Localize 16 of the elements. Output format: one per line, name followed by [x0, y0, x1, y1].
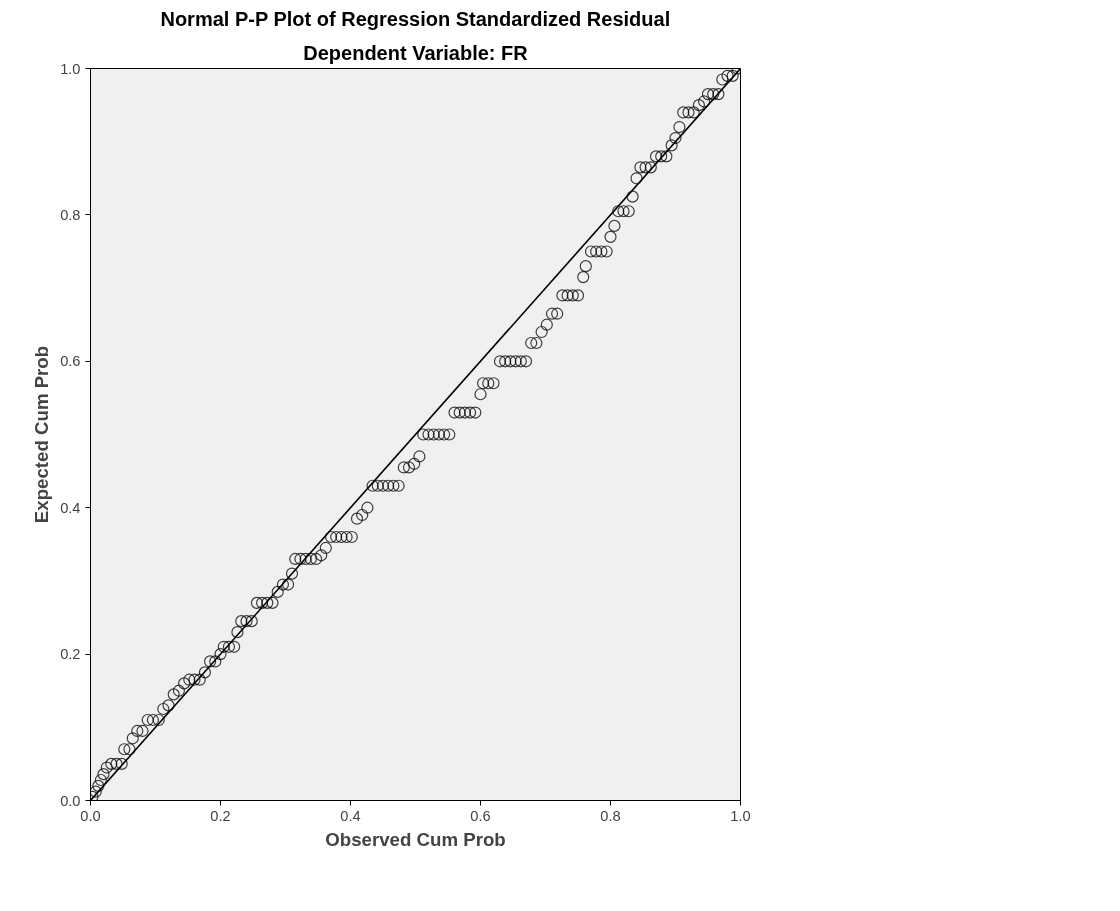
x-tick-label: 0.8	[600, 807, 621, 824]
y-tick-label: 0.4	[60, 499, 81, 516]
x-axis-title: Observed Cum Prob	[325, 828, 506, 850]
y-tick-label: 0.6	[60, 353, 81, 370]
y-tick-label: 1.0	[60, 60, 81, 77]
y-axis-title: Expected Cum Prob	[31, 345, 53, 524]
x-tick-label: 0.0	[80, 807, 101, 824]
chart-subtitle: Dependent Variable: FR	[303, 41, 529, 64]
y-tick-label: 0.8	[60, 206, 81, 223]
x-tick-label: 1.0	[730, 807, 751, 824]
y-tick-label: 0.2	[60, 646, 81, 663]
y-tick-label: 0.0	[60, 792, 81, 809]
chart-title: Normal P-P Plot of Regression Standardized Residual	[160, 7, 671, 30]
x-tick-label: 0.2	[210, 807, 231, 824]
x-tick-label: 0.4	[340, 807, 361, 824]
x-tick-label: 0.6	[470, 807, 491, 824]
